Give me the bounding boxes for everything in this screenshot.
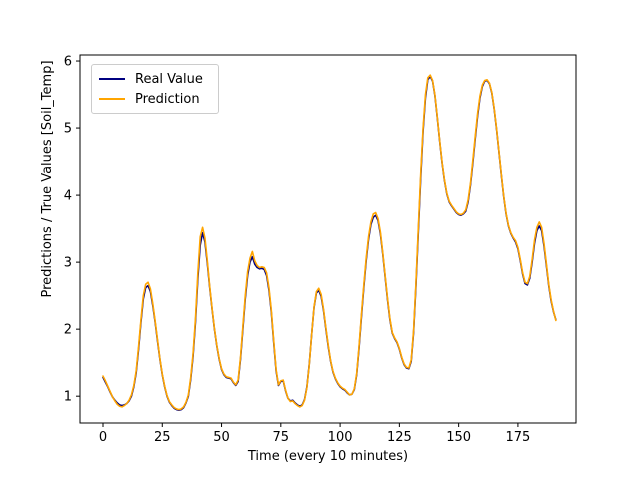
legend-item-real-value: Real Value [99,69,210,89]
x-tick-label: 25 [154,430,171,445]
legend-label-prediction: Prediction [135,91,200,107]
y-tick-label: 4 [64,189,72,204]
y-tick-label: 5 [64,122,72,137]
x-tick-label: 0 [99,430,107,445]
x-tick-label: 125 [387,430,412,445]
y-tick-label: 2 [64,323,72,338]
legend-label-real-value: Real Value [135,71,203,87]
x-axis-label: Time (every 10 minutes) [247,449,409,464]
x-tick-label: 100 [328,430,353,445]
x-tick-label: 75 [273,430,290,445]
legend-item-prediction: Prediction [99,89,210,109]
prediction-line-swatch [99,98,125,100]
y-tick-label: 1 [64,390,72,405]
x-tick-label: 50 [213,430,230,445]
y-tick-label: 3 [64,256,72,271]
x-tick-label: 150 [446,430,471,445]
series-line-real-value [102,75,557,412]
series-line-prediction [102,74,557,411]
axes-spines [79,54,577,424]
y-axis-label: Predictions / True Values [Soil_Temp] [40,60,55,298]
real-value-line-swatch [99,78,125,80]
legend: Real Value Prediction [91,64,219,114]
y-tick-label: 6 [64,55,72,70]
x-tick-label: 175 [505,430,530,445]
